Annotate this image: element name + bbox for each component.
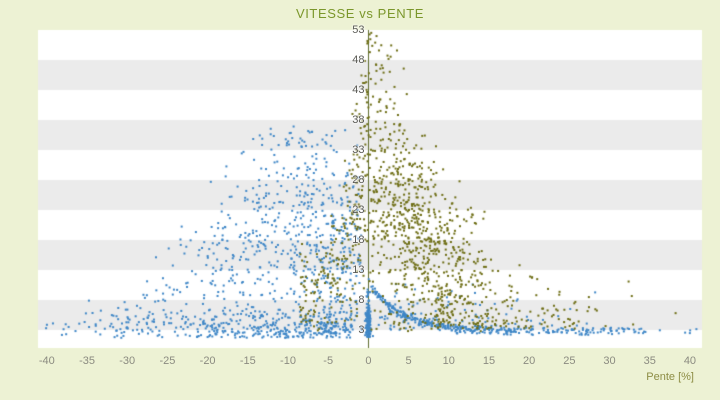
x-axis-label: Pente [%] — [646, 371, 694, 383]
